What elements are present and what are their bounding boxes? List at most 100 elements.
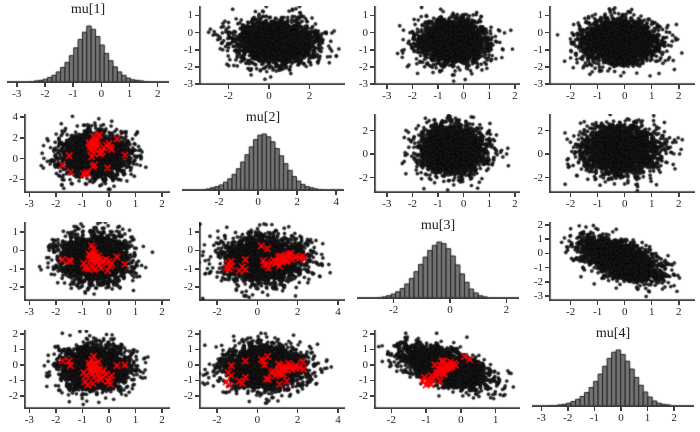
panel-scatter-r2c3: -3 -2 -1 0 1 2 2 0 -2: [350, 108, 525, 216]
y-tick-label: 2: [12, 131, 19, 144]
y-axis-tick: [20, 137, 24, 139]
x-axis-tick: [337, 409, 339, 413]
histogram-canvas: [7, 21, 169, 83]
panel-histogram-r1c1: mu[1] -3 -2 -1 0 1 2: [0, 0, 175, 108]
y-axis-tick: [195, 249, 199, 252]
x-axis-tick: [296, 191, 298, 195]
scatter-canvas: [199, 222, 345, 301]
y-axis-tick: [545, 31, 549, 34]
x-axis-tick: [462, 85, 465, 89]
x-axis-tick: [227, 85, 230, 89]
x-tick-label: -1: [593, 306, 603, 318]
y-axis-tick: [370, 153, 374, 155]
x-axis-tick: [161, 301, 163, 305]
histogram-canvas: [357, 237, 519, 299]
x-axis-tick: [514, 193, 516, 197]
y-axis-tick: [545, 266, 549, 269]
x-tick-label: 1: [132, 306, 139, 318]
x-tick-label: 1: [132, 414, 139, 426]
y-axis-tick: [370, 176, 374, 179]
x-axis-tick: [623, 301, 626, 305]
y-tick-label: 1: [362, 9, 369, 22]
x-tick-label: -2: [212, 414, 222, 426]
y-axis-tick: [195, 379, 199, 382]
y-axis-tick: [20, 157, 24, 160]
x-tick-label: -2: [563, 412, 573, 424]
x-axis-tick: [425, 409, 427, 413]
y-tick-label: 2: [362, 124, 369, 137]
panel-histogram-r2c2: mu[2] -2 0 2 4: [175, 108, 350, 216]
y-axis-tick: [370, 379, 374, 382]
x-axis-tick: [569, 193, 572, 197]
y-tick-label: -2: [8, 281, 18, 294]
x-axis-tick: [156, 83, 159, 87]
y-tick-label: 0: [537, 148, 544, 161]
histogram-canvas: [532, 345, 694, 407]
scatter-plot-area: [549, 222, 695, 301]
y-tick-label: 0: [12, 244, 19, 257]
scatter-plot-area: [374, 330, 520, 409]
panel-scatter-r3c1: -3 -2 -1 0 1 2 1 0 -1 -2: [0, 216, 175, 324]
x-tick-label: -3: [24, 306, 34, 318]
x-tick-label: -2: [566, 198, 576, 210]
x-tick-label: -2: [223, 90, 233, 102]
y-axis-tick: [195, 14, 199, 17]
x-axis-tick: [218, 191, 220, 195]
y-tick-label: 0: [537, 247, 544, 260]
y-axis-tick: [20, 116, 24, 118]
x-axis-tick: [673, 407, 675, 411]
y-axis-tick: [370, 49, 374, 51]
y-axis-tick: [370, 348, 374, 351]
y-tick-label: 2: [537, 124, 544, 137]
x-axis-tick: [567, 407, 569, 411]
x-axis-tick: [596, 85, 599, 89]
x-tick-label: 1: [486, 198, 493, 210]
x-tick-label: 2: [159, 198, 165, 210]
x-tick-label: 1: [492, 414, 499, 426]
x-tick-label: -3: [382, 198, 392, 210]
y-tick-label: -3: [183, 78, 193, 91]
x-axis-tick: [44, 83, 46, 87]
y-axis-tick: [370, 364, 374, 366]
x-axis-tick: [411, 85, 414, 89]
scatter-plot-area: [24, 330, 170, 409]
panel-scatter-r1c3: -3 -2 -1 0 1 2 1 0 -1 -2 -3: [350, 0, 525, 108]
x-axis-tick: [55, 409, 57, 413]
x-axis-tick: [449, 299, 451, 303]
histogram-plot-area: [532, 345, 694, 407]
x-axis-tick: [81, 301, 84, 305]
y-tick-label: -1: [183, 374, 193, 387]
x-tick-label: 0: [458, 414, 464, 426]
x-tick-label: -3: [12, 88, 22, 100]
x-axis-tick: [646, 407, 649, 411]
scatter-canvas: [549, 114, 695, 193]
x-axis-tick: [437, 193, 439, 197]
scatter-canvas: [24, 114, 170, 193]
y-axis-tick: [195, 395, 199, 397]
scatter-plot-area: [24, 222, 170, 301]
histogram-plot-area: [7, 21, 169, 83]
y-tick-label: -2: [8, 389, 18, 402]
scatter-canvas: [549, 222, 695, 301]
panel-scatter-r3c2: -2 0 2 4 1 0 -1 -2: [175, 216, 350, 324]
x-tick-label: 0: [106, 198, 112, 210]
x-tick-label: 2: [294, 196, 300, 208]
y-axis-tick: [370, 66, 374, 68]
y-tick-label: -1: [183, 262, 193, 275]
y-axis-tick: [545, 238, 549, 240]
x-tick-label: 2: [159, 414, 165, 426]
x-axis-tick: [386, 85, 388, 89]
y-axis-tick: [20, 379, 24, 382]
panel-scatter-r1c4: -2 -1 0 1 2 1 0 -1 -2 -3: [525, 0, 700, 108]
x-tick-label: 0: [254, 414, 261, 426]
x-tick-label: -1: [589, 412, 599, 424]
x-axis-tick: [623, 193, 626, 197]
x-axis-tick: [134, 193, 137, 197]
diagonal-title: mu[1]: [70, 2, 106, 17]
x-tick-label: -2: [212, 306, 222, 318]
x-axis-tick: [16, 83, 18, 87]
y-axis-tick: [545, 252, 549, 255]
x-axis-tick: [623, 85, 626, 89]
y-tick-label: 0: [537, 26, 544, 39]
x-axis-tick: [540, 407, 543, 411]
